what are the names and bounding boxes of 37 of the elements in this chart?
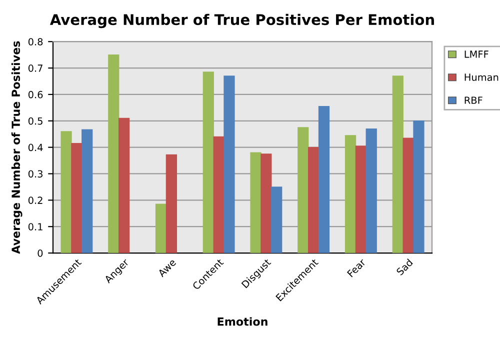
bar bbox=[250, 152, 262, 254]
y-tick-label: 0 bbox=[38, 250, 43, 257]
bar bbox=[402, 138, 414, 254]
bar bbox=[260, 154, 272, 254]
bar bbox=[271, 186, 282, 254]
bar bbox=[118, 118, 130, 254]
bar bbox=[60, 131, 72, 254]
legend-label: LMFF bbox=[464, 50, 488, 58]
bar bbox=[344, 135, 356, 254]
bar bbox=[155, 204, 167, 254]
bar bbox=[71, 143, 82, 254]
y-tick-label: 0.4 bbox=[28, 144, 43, 152]
legend-label: RBF bbox=[464, 96, 482, 104]
legend-label: Human bbox=[464, 74, 498, 81]
bar bbox=[213, 136, 224, 254]
x-axis-title: Emotion bbox=[218, 317, 268, 326]
bar bbox=[202, 72, 214, 254]
bar bbox=[413, 120, 424, 254]
bar bbox=[308, 146, 320, 254]
bar bbox=[392, 76, 404, 254]
bar bbox=[108, 54, 120, 254]
chart-title: Average Number of True Positives Per Emotion bbox=[50, 14, 434, 28]
bar bbox=[224, 76, 235, 254]
bar bbox=[82, 129, 93, 254]
y-tick-label: 0.8 bbox=[28, 38, 43, 46]
y-tick-label: 0.1 bbox=[28, 223, 42, 230]
bar bbox=[355, 146, 366, 254]
bar bbox=[166, 154, 177, 254]
y-axis-title: Average Number of True Positives bbox=[11, 41, 22, 254]
y-tick-label: 0.2 bbox=[28, 196, 42, 204]
bar bbox=[366, 128, 377, 254]
bar bbox=[318, 106, 330, 254]
y-tick-label: 0.7 bbox=[28, 64, 42, 72]
bar bbox=[298, 127, 309, 254]
y-tick-label: 0.3 bbox=[28, 170, 42, 178]
y-tick-label: 0.5 bbox=[28, 117, 42, 125]
y-tick-label: 0.6 bbox=[28, 90, 43, 98]
